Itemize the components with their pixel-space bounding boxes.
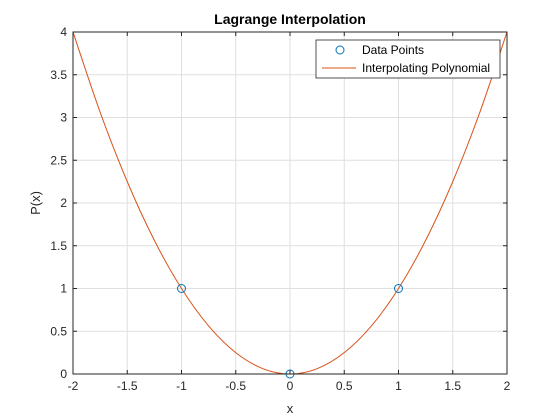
y-tick-label: 2 bbox=[60, 196, 67, 210]
legend-label-polynomial: Interpolating Polynomial bbox=[362, 61, 490, 75]
x-tick-label: 1 bbox=[395, 379, 402, 393]
legend-marker-data-points bbox=[335, 45, 345, 55]
y-tick-label: 3.5 bbox=[50, 68, 67, 82]
x-tick-label: 2 bbox=[504, 379, 511, 393]
chart-title: Lagrange Interpolation bbox=[214, 11, 366, 27]
legend-label-data-points: Data Points bbox=[362, 43, 424, 57]
x-tick-label: -1 bbox=[176, 379, 187, 393]
y-tick-label: 3 bbox=[60, 111, 67, 125]
series-line-interpolating-polynomial bbox=[73, 32, 507, 374]
x-tick-label: -0.5 bbox=[225, 379, 246, 393]
x-tick-label: 0.5 bbox=[336, 379, 353, 393]
x-tick-label: -2 bbox=[68, 379, 79, 393]
x-tick-label: 1.5 bbox=[444, 379, 461, 393]
y-tick-label: 2.5 bbox=[50, 153, 67, 167]
x-tick-label: 0 bbox=[287, 379, 294, 393]
legend-box bbox=[315, 39, 501, 79]
y-tick-label: 4 bbox=[60, 25, 67, 39]
legend: Data Points Interpolating Polynomial bbox=[315, 39, 501, 79]
y-tick-label: 1 bbox=[60, 282, 67, 296]
data-point bbox=[177, 284, 186, 293]
y-tick-label: 0.5 bbox=[50, 324, 67, 338]
y-tick-label: 0 bbox=[60, 367, 67, 381]
y-axis-label: P(x) bbox=[28, 191, 43, 215]
ticks: -2 -1.5 -1 -0.5 0 0.5 1 1.5 2 0 0.5 1 1.5 2 2.5 3 3.5 4 bbox=[50, 25, 510, 393]
data-point bbox=[394, 284, 403, 293]
x-tick-label: -1.5 bbox=[117, 379, 138, 393]
x-axis-label: x bbox=[287, 401, 294, 416]
y-tick-label: 1.5 bbox=[50, 239, 67, 253]
